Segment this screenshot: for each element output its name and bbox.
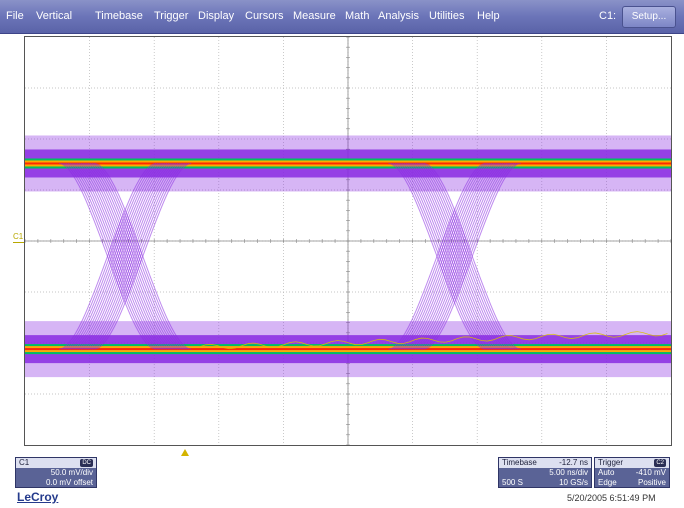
eye-rising-edge [392,162,490,350]
menu-utilities[interactable]: Utilities [429,10,465,22]
eye-rising-edge [412,162,510,350]
lecroy-logo: LeCroy [17,490,59,504]
eye-low-core [25,350,671,353]
eye-rising-edge [83,162,181,350]
eye-low-core [25,348,671,351]
eye-rising-edge [65,162,163,350]
eye-rising-edge [390,162,488,350]
menu-trigger[interactable]: Trigger [154,10,189,22]
eye-low-core [25,344,671,347]
menu-measure[interactable]: Measure [293,10,336,22]
eye-rising-edge [395,162,493,350]
eye-low-core [25,352,671,355]
eye-rising-edge [419,162,517,350]
eye-rising-edge [388,162,486,350]
trigger-position-marker[interactable] [181,449,189,456]
menu-vertical[interactable]: Vertical [36,10,73,22]
scope-grid-svg [25,37,671,445]
eye-rising-edge [87,162,185,350]
eye-high-core [25,162,671,165]
eye-rising-edge [397,162,495,350]
menu-timebase[interactable]: Timebase [95,10,143,22]
timebase-sample-rate: 10 GS/s [559,478,588,487]
eye-low-core [25,346,671,349]
eye-high-core [25,160,671,163]
eye-rising-edge [423,162,521,350]
active-channel-label: C1: [599,10,617,22]
vertical-scale: 50.0 mV/div [50,468,93,477]
eye-rising-edge [80,162,179,350]
menu-file[interactable]: File [6,10,24,22]
channel-level-marker-line [13,242,24,243]
eye-rising-edge [61,162,159,350]
channel-descriptor[interactable]: C1 DC 50.0 mV/div 0.0 mV offset [15,457,97,488]
eye-rising-edge [414,162,512,350]
eye-rising-edge [74,162,172,350]
eye-diagram [25,135,671,378]
channel-name: C1 [19,458,30,467]
eye-rising-edge [78,162,176,350]
eye-rising-edge [410,162,508,350]
channel-descriptor-header: C1 DC [16,458,96,468]
vertical-offset: 0.0 mV offset [46,478,93,487]
trigger-level: -410 mV [635,468,666,477]
eye-rising-edge [408,162,506,350]
trigger-source-badge: C2 [654,459,666,467]
grid-lines [25,37,671,445]
eye-rising-edge [72,162,170,350]
eye-rising-edge [417,162,515,350]
trigger-slope: Positive [637,478,666,487]
trigger-title: Trigger [598,458,624,467]
trigger-descriptor[interactable]: Trigger C2 Auto -410 mV Edge Positive [594,457,670,488]
timebase-samples: 500 S [502,478,523,487]
menu-math[interactable]: Math [345,10,370,22]
eye-rising-edge [89,162,187,350]
eye-rising-edge [76,162,174,350]
eye-rising-edge [94,162,192,350]
menu-help[interactable]: Help [477,10,500,22]
eye-rising-edge [67,162,165,350]
eye-rising-edge [401,162,499,350]
trigger-mode: Auto [598,468,615,477]
setup-button[interactable]: Setup... [622,6,676,28]
menu-cursors[interactable]: Cursors [245,10,284,22]
waveform-display[interactable] [24,36,672,446]
eye-rising-edge [91,162,190,350]
timebase-title: Timebase [502,458,537,467]
coupling-badge: DC [80,459,93,467]
channel-level-marker: C1 [13,232,24,241]
eye-rising-edge [421,162,519,350]
eye-high-core [25,158,671,161]
eye-high-core [25,166,671,169]
eye-rising-edge [406,162,504,350]
menu-bar: File Vertical Timebase Trigger Display C… [0,0,684,34]
reference-trace [199,331,668,350]
eye-rising-edge [63,162,161,350]
timestamp: 5/20/2005 6:51:49 PM [567,493,656,503]
timebase-rate: 5.00 ns/div [549,468,588,477]
eye-rising-edge [58,162,157,350]
timebase-descriptor[interactable]: Timebase -12.7 ns 5.00 ns/div 500 S 10 G… [498,457,592,488]
timebase-delay: -12.7 ns [559,458,588,467]
eye-high-core [25,164,671,167]
menu-display[interactable]: Display [198,10,235,22]
eye-rising-edge [403,162,501,350]
eye-rising-edge [85,162,183,350]
trigger-type: Edge [598,478,617,487]
menu-analysis[interactable]: Analysis [378,10,419,22]
eye-rising-edge [69,162,168,350]
